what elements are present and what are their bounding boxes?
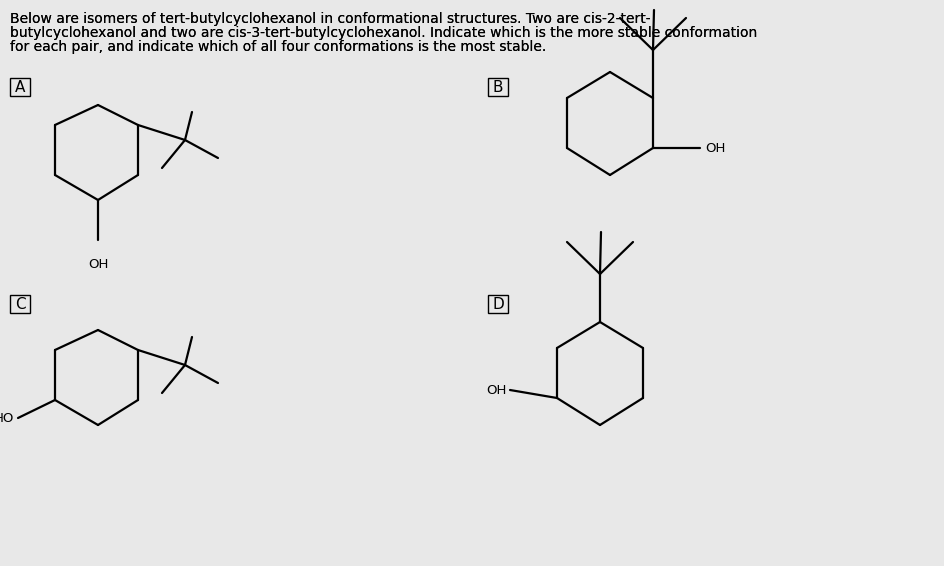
Bar [487,295,508,313]
Text: Below are isomers of tert-butylcyclohexanol in conformational structures. Two ar: Below are isomers of tert-butylcyclohexa… [10,12,649,26]
Text: HO: HO [0,411,14,424]
Text: butylcyclohexanol and two are cis-3-tert-butylcyclohexanol. Indicate which is th: butylcyclohexanol and two are cis-3-tert… [10,26,756,40]
Text: OH: OH [704,142,725,155]
Bar [487,78,508,96]
Text: for each pair, and indicate which of all four conformations is the most stable.: for each pair, and indicate which of all… [10,40,546,54]
Text: OH: OH [486,384,507,397]
Text: A: A [15,79,25,95]
Bar [10,295,30,313]
Text: butylcyclohexanol and two are cis-3-tert-butylcyclohexanol. Indicate which is th: butylcyclohexanol and two are cis-3-tert… [10,26,756,40]
Text: Below are isomers of tert-butylcyclohexanol in conformational structures. Two ar: Below are isomers of tert-butylcyclohexa… [10,12,649,26]
Text: for each pair, and indicate which of all four conformations is the most stable.: for each pair, and indicate which of all… [10,40,546,54]
Text: D: D [492,297,503,311]
Text: OH: OH [88,258,108,271]
Text: B: B [492,79,503,95]
Text: C: C [15,297,25,311]
Bar [10,78,30,96]
